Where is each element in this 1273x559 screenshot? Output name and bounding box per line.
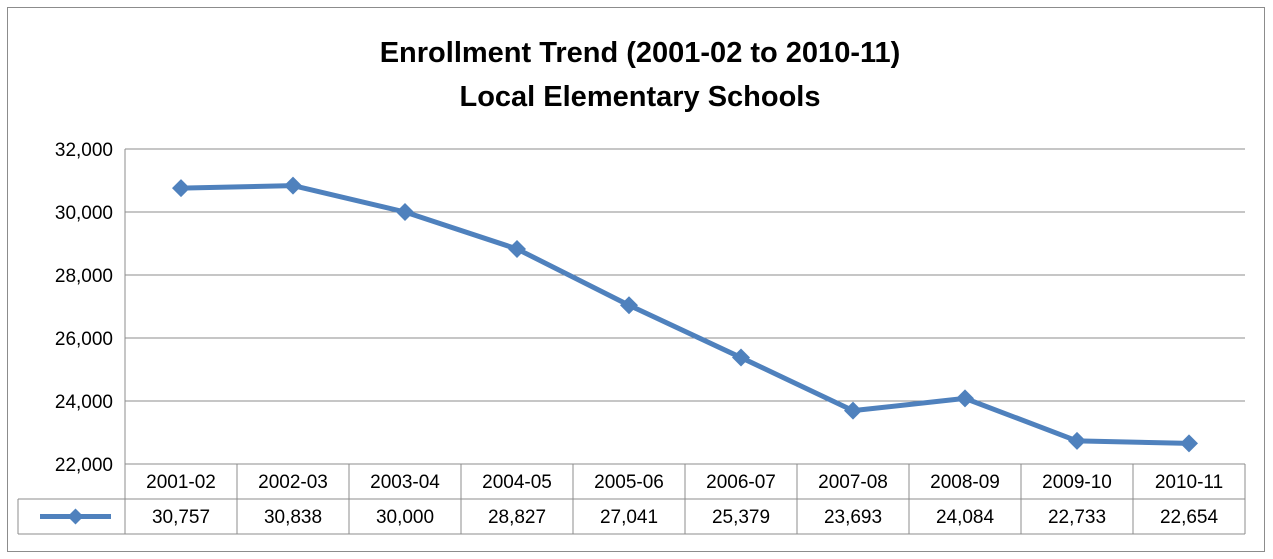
data-table-value: 22,654	[1160, 507, 1219, 528]
chart-title: Enrollment Trend (2001-02 to 2010-11)	[380, 37, 901, 69]
data-table-value: 30,000	[376, 507, 434, 528]
chart-subtitle: Local Elementary Schools	[459, 81, 820, 113]
data-table-value: 27,041	[600, 507, 658, 528]
y-axis-ticks: 22,000 24,000 26,000 28,000 30,000 32,000	[55, 140, 113, 476]
data-point-marker	[620, 296, 638, 315]
y-tick-label: 32,000	[55, 140, 113, 161]
chart-frame	[7, 7, 1265, 552]
data-table-value: 30,838	[264, 507, 322, 528]
x-category-label: 2010-11	[1155, 472, 1223, 493]
data-point-marker	[732, 348, 750, 367]
series-line	[178, 183, 1192, 446]
data-point-marker	[396, 203, 414, 221]
data-point-marker	[1068, 431, 1086, 450]
data-table-value: 25,379	[712, 507, 770, 528]
y-tick-label: 30,000	[55, 203, 113, 224]
data-table-value: 28,827	[488, 507, 546, 528]
y-tick-label: 26,000	[55, 329, 113, 350]
data-point-marker	[956, 389, 974, 408]
x-category-label: 2003-04	[370, 472, 440, 493]
x-category-label: 2002-03	[258, 472, 328, 493]
x-category-label: 2007-08	[818, 472, 888, 493]
data-point-marker	[172, 179, 190, 198]
x-category-label: 2004-05	[482, 472, 552, 493]
series-enrollment	[172, 176, 1198, 453]
x-category-label: 2008-09	[930, 472, 1000, 493]
legend-key-marker	[67, 508, 84, 525]
y-tick-label: 28,000	[55, 266, 113, 287]
data-point-marker	[844, 401, 862, 420]
data-point-marker	[1180, 434, 1198, 453]
gridlines	[125, 148, 1245, 402]
data-table-value: 24,084	[936, 507, 995, 528]
y-tick-label: 24,000	[55, 392, 113, 413]
data-table-value: 30,757	[152, 507, 210, 528]
y-tick-label: 22,000	[55, 455, 113, 476]
x-category-label: 2001-02	[146, 472, 216, 493]
data-table-value: 22,733	[1048, 507, 1106, 528]
data-point-marker	[508, 239, 526, 258]
x-category-label: 2009-10	[1042, 472, 1112, 493]
x-category-label: 2005-06	[594, 472, 664, 493]
x-category-label: 2006-07	[706, 472, 776, 493]
data-point-marker	[284, 176, 302, 195]
data-table: 2001-02 2002-03 2003-04 2004-05 2005-06 2006-…	[17, 149, 1246, 535]
data-table-value: 23,693	[824, 507, 882, 528]
